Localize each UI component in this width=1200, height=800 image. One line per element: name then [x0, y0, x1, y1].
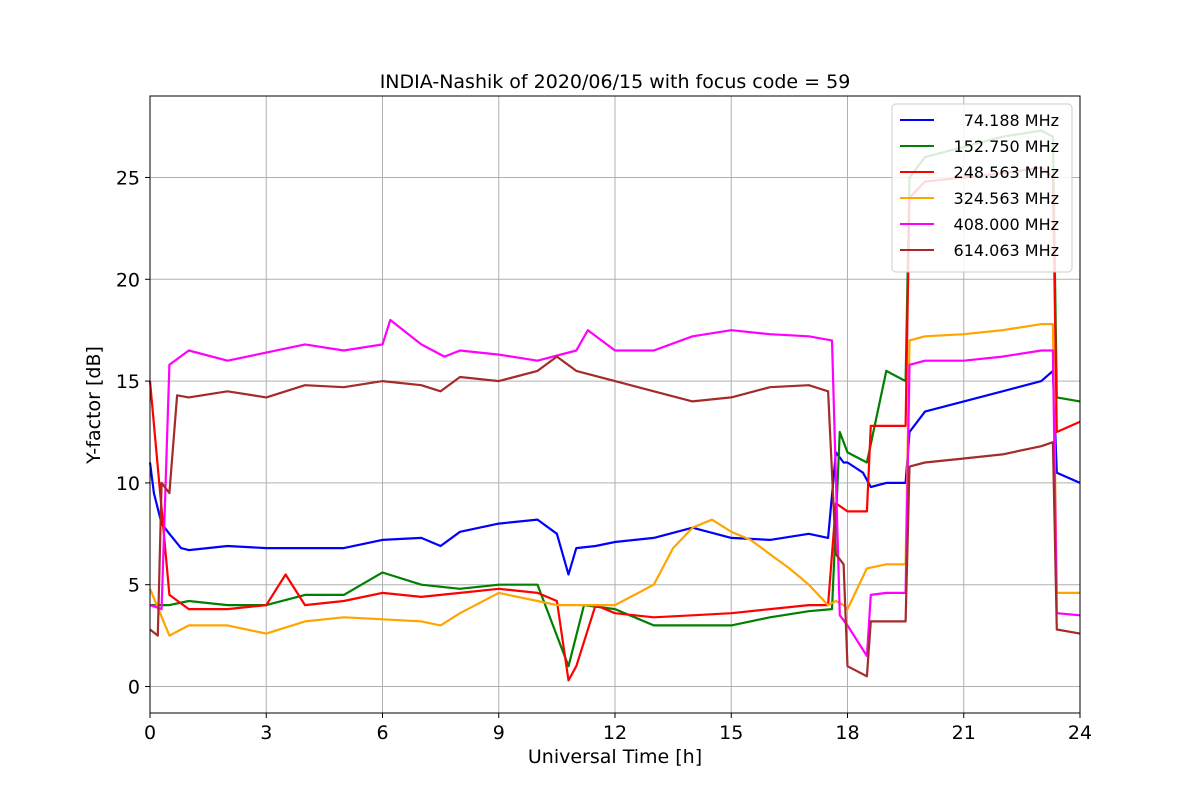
y-tick-label: 20 [116, 269, 140, 291]
y-tick-label: 10 [116, 473, 140, 495]
x-axis: 0 3 6 9 12 15 18 21 24 [144, 713, 1092, 744]
chart-title: INDIA-Nashik of 2020/06/15 with focus co… [380, 71, 851, 93]
series-line-5 [149, 318, 1081, 658]
legend-label: 152.750 MHz [954, 137, 1059, 156]
y-axis: 0 5 10 15 20 25 [116, 167, 150, 699]
legend-box [891, 103, 1073, 273]
y-axis-label: Y-factor [dB] [83, 346, 105, 465]
legend-label: 74.188 MHz [964, 111, 1059, 130]
legend: 74.188 MHz 152.750 MHz 248.563 MHz 324.563 … [891, 103, 1073, 273]
x-tick-label: 15 [719, 722, 743, 744]
x-tick-label: 6 [376, 722, 388, 744]
series-line-4 [148, 323, 1080, 637]
y-tick-label: 15 [116, 371, 140, 393]
x-tick-label: 24 [1068, 722, 1092, 744]
series-line-6 [149, 355, 1081, 678]
legend-label: 408.000 MHz [954, 215, 1059, 234]
x-tick-label: 18 [835, 722, 859, 744]
y-tick-label: 5 [128, 575, 140, 597]
legend-label: 614.063 MHz [954, 241, 1059, 260]
y-tick-label: 0 [128, 677, 140, 699]
legend-label: 248.563 MHz [954, 163, 1059, 182]
x-tick-label: 9 [493, 722, 505, 744]
series-line-1 [148, 369, 1081, 576]
x-tick-label: 21 [952, 722, 976, 744]
x-tick-label: 12 [603, 722, 627, 744]
x-tick-label: 0 [144, 722, 156, 744]
x-tick-label: 3 [260, 722, 272, 744]
y-tick-label: 25 [116, 167, 140, 189]
legend-label: 324.563 MHz [954, 189, 1059, 208]
x-axis-label: Universal Time [h] [528, 746, 702, 768]
